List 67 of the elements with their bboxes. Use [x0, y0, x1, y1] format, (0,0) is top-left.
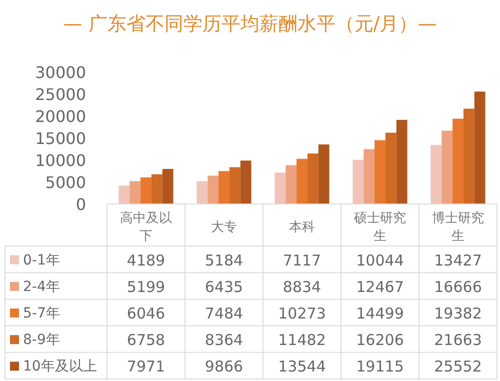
y-tick-label: 20000	[35, 107, 86, 126]
bar	[318, 144, 330, 204]
bar	[463, 108, 474, 204]
bar	[140, 177, 152, 204]
bar	[240, 160, 252, 204]
y-tick-label: 25000	[35, 85, 86, 104]
y-tick-label: 15000	[35, 129, 86, 148]
data-label: 9866	[204, 358, 244, 376]
data-label: 16666	[434, 278, 482, 296]
x-tick-label: 本科	[289, 220, 315, 235]
data-label: 16206	[356, 331, 404, 350]
bar	[286, 165, 297, 204]
data-label: 13544	[278, 358, 326, 376]
data-label: 19115	[356, 358, 404, 376]
bar	[364, 149, 375, 204]
bar	[374, 140, 386, 204]
bar	[151, 174, 162, 204]
data-label: 6758	[126, 331, 166, 350]
data-label: 21663	[434, 331, 482, 350]
y-tick-label: 10000	[35, 151, 86, 170]
data-label: 5199	[126, 278, 166, 296]
legend-label: 0-1年	[23, 252, 60, 268]
bar	[274, 172, 286, 204]
bar	[130, 181, 141, 204]
bar	[474, 92, 486, 204]
data-label: 7484	[204, 304, 244, 322]
data-label: 11482	[278, 331, 326, 350]
bar	[396, 120, 408, 204]
bar	[229, 167, 240, 204]
bar	[307, 153, 318, 204]
data-label: 6435	[204, 278, 244, 296]
x-tick-label: 大专	[211, 220, 237, 235]
legend-label: 5-7年	[23, 306, 60, 322]
x-tick-label: 高中及以下	[120, 210, 172, 244]
data-label: 12467	[356, 278, 404, 296]
data-label: 6046	[126, 304, 166, 322]
data-label: 7971	[126, 358, 166, 376]
bar	[208, 176, 219, 204]
y-tick-label: 0	[76, 195, 86, 214]
x-tick-label: 博士研究生	[432, 211, 484, 244]
data-label: 19382	[434, 304, 482, 322]
data-label: 5184	[204, 251, 244, 270]
bar	[352, 160, 364, 204]
bar	[162, 168, 174, 204]
x-tick-label: 硕士研究生	[353, 211, 406, 244]
data-label: 14499	[356, 304, 404, 322]
bar	[442, 130, 453, 204]
data-label: 7117	[282, 251, 322, 270]
legend-label: 2-4年	[23, 278, 60, 295]
data-label: 8834	[282, 278, 322, 296]
bar	[196, 181, 208, 204]
bar	[218, 171, 230, 204]
title: — 广东省不同学历平均薪酬水平（元/月）—	[63, 13, 437, 35]
data-label: 4189	[126, 251, 166, 270]
data-label: 25552	[434, 358, 482, 376]
y-tick-label: 5000	[45, 173, 86, 192]
data-label: 10273	[278, 304, 326, 322]
bar	[430, 144, 442, 204]
bar	[452, 118, 464, 204]
bar	[296, 158, 308, 204]
bar	[385, 132, 396, 204]
bar	[118, 186, 130, 204]
data-label: 10044	[356, 251, 404, 270]
legend-label: 8-9年	[23, 332, 60, 348]
data-label: 8364	[204, 331, 244, 350]
y-tick-label: 30000	[35, 63, 86, 82]
data-label: 13427	[434, 251, 482, 270]
